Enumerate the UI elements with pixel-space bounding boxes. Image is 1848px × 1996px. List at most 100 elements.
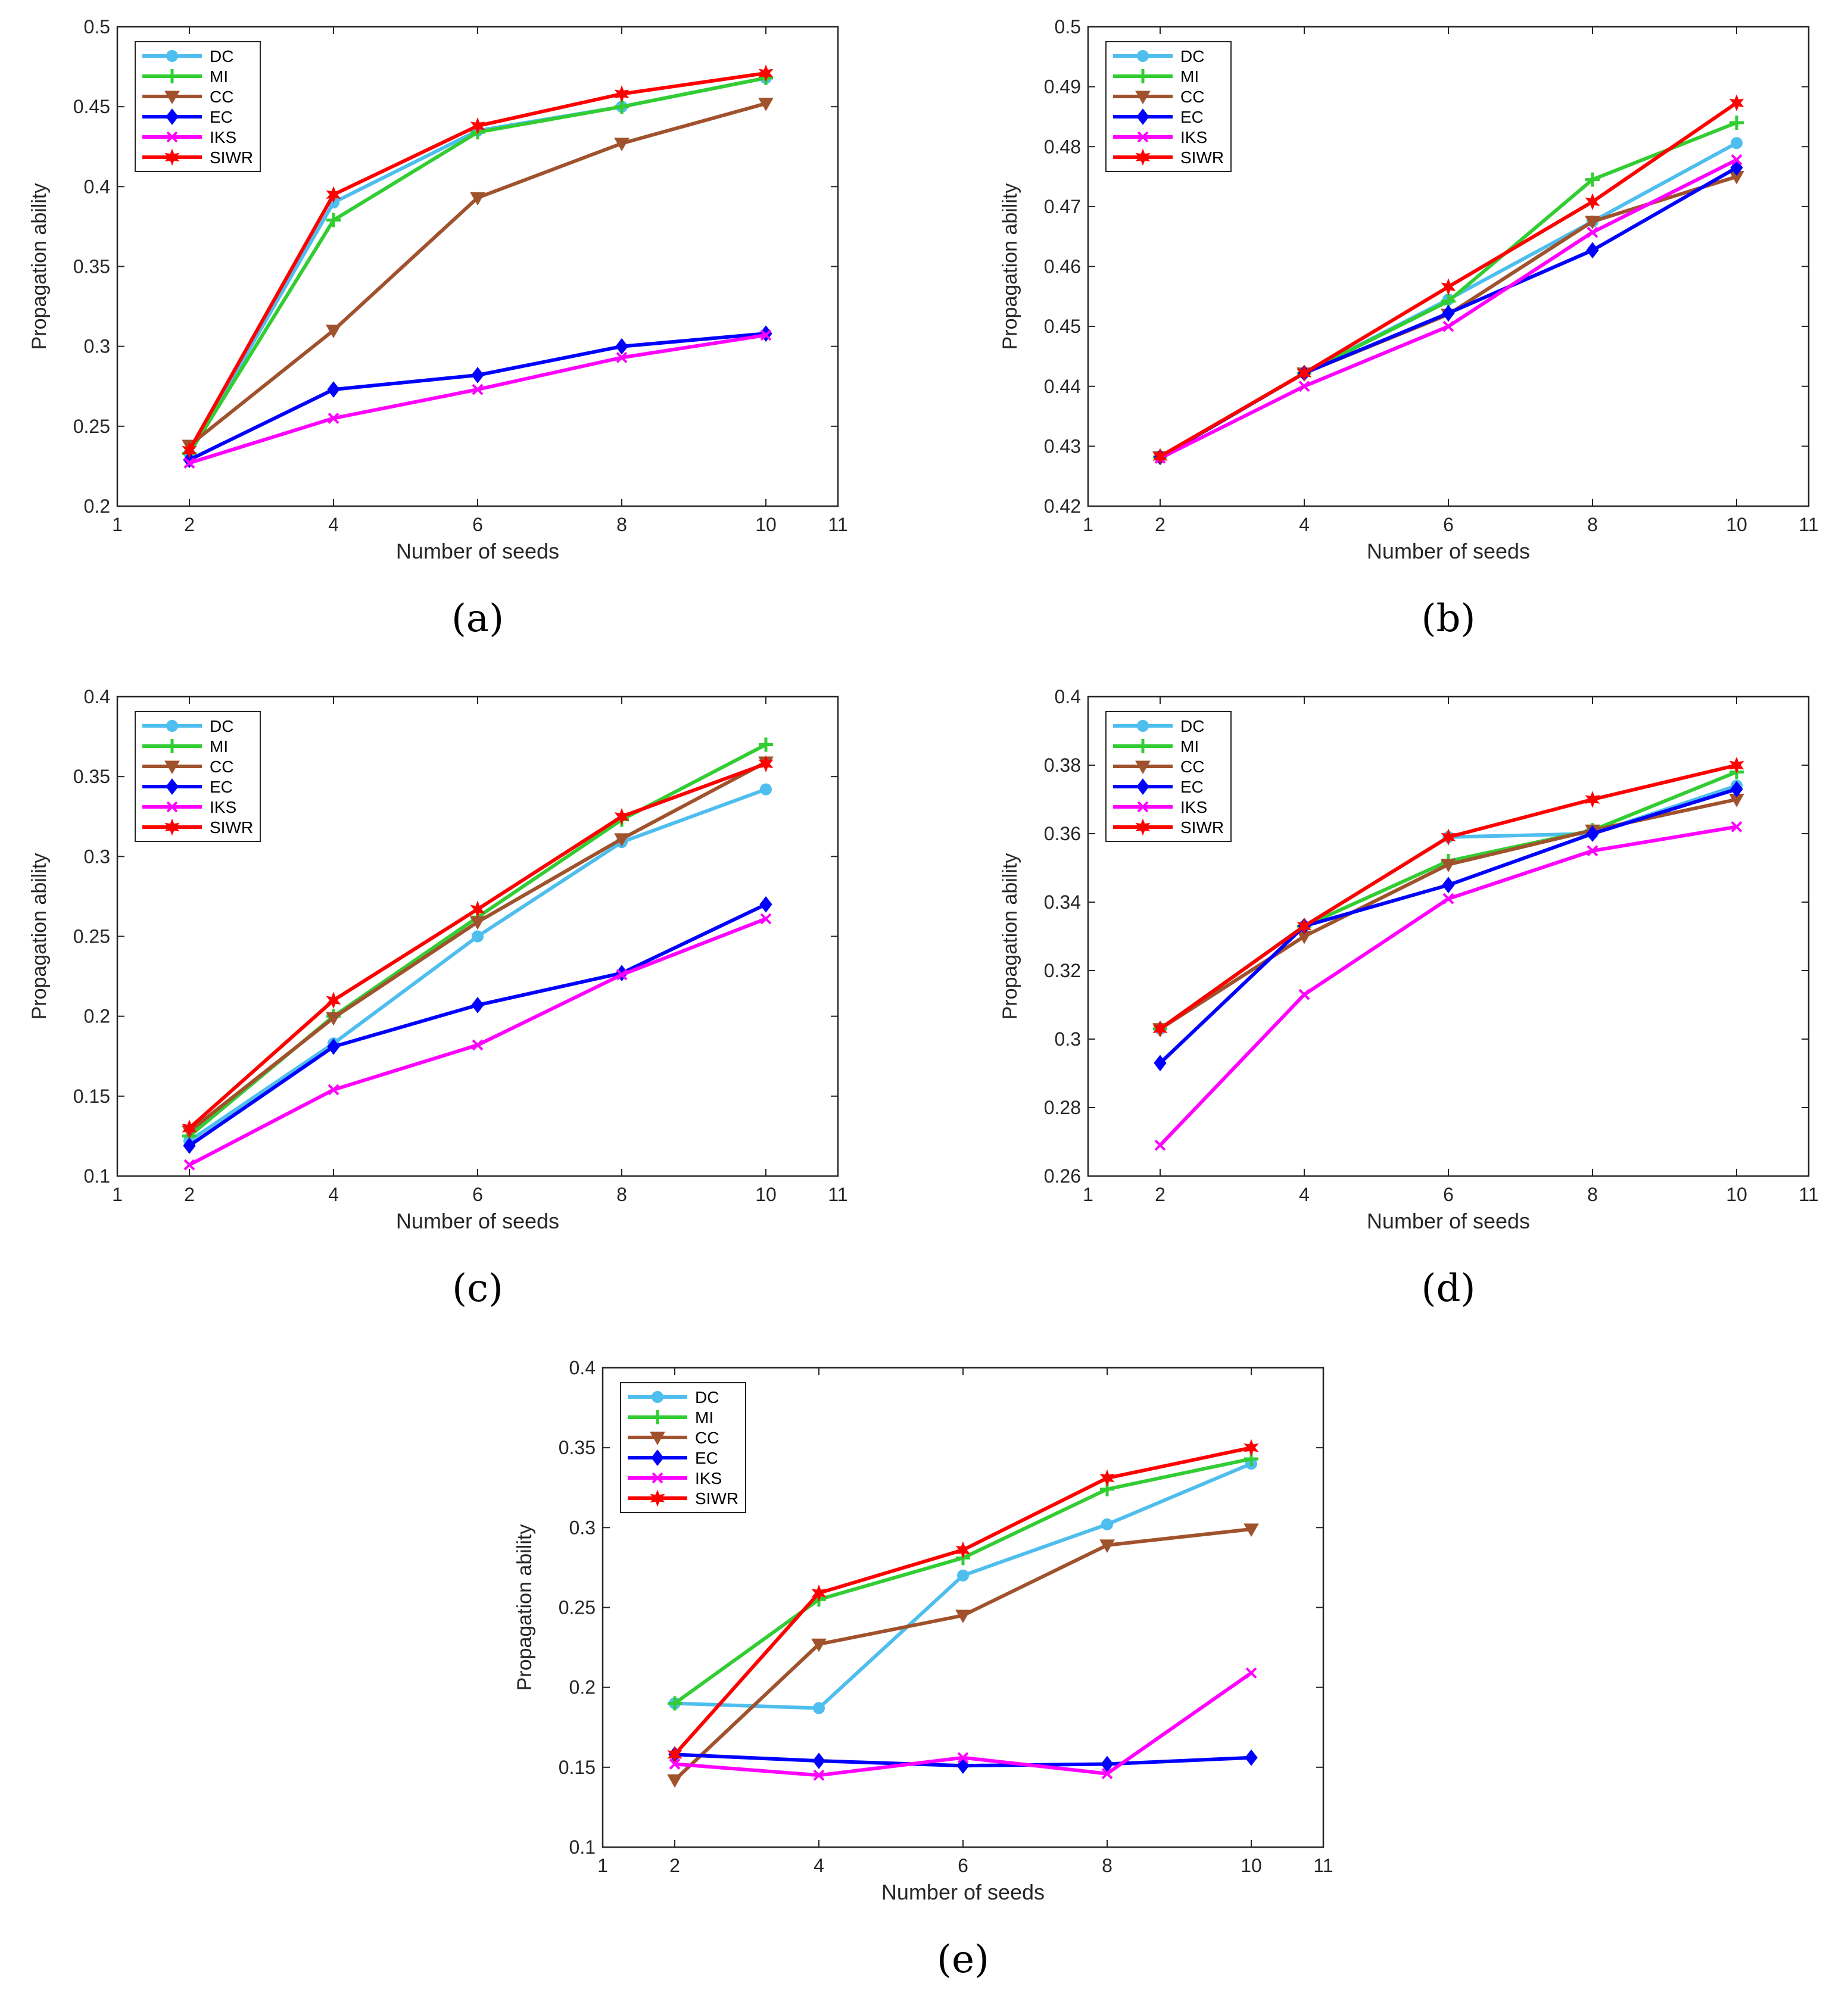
y-tick-label: 0.28	[1044, 1097, 1081, 1118]
data-point-mi	[1729, 116, 1744, 130]
y-tick-label: 0.45	[73, 96, 110, 117]
y-tick-label: 0.4	[84, 176, 110, 197]
legend-marker-dc	[166, 50, 178, 62]
x-tick-label: 11	[828, 1184, 847, 1205]
y-tick-label: 0.43	[1044, 435, 1081, 457]
legend-marker-dc	[1137, 720, 1149, 732]
y-tick-label: 0.4	[84, 686, 110, 707]
panel-label: (a)	[451, 597, 504, 641]
series-iks	[1154, 821, 1743, 1151]
legend-label-iks: IKS	[210, 128, 236, 146]
legend-label-mi: MI	[1180, 737, 1199, 756]
data-point-iks	[472, 383, 484, 395]
data-point-ec	[1154, 1055, 1167, 1072]
data-point-iks	[1245, 1667, 1257, 1679]
y-axis-label: Propagation ability	[513, 1524, 536, 1691]
legend-marker-cc	[1135, 760, 1151, 775]
data-point-ec	[471, 997, 484, 1013]
data-point-iks	[328, 413, 339, 424]
legend-label-iks: IKS	[210, 798, 236, 816]
data-point-iks	[616, 352, 628, 363]
legend-marker-iks	[166, 801, 178, 813]
x-tick-label: 8	[1587, 1184, 1598, 1205]
legend-marker-dc	[166, 720, 178, 732]
legend-marker-mi	[165, 69, 179, 83]
data-point-iks	[1587, 845, 1598, 857]
data-point-dc	[1731, 137, 1743, 149]
series-iks	[669, 1667, 1257, 1781]
x-axis-label: Number of seeds	[1367, 539, 1530, 563]
x-tick-label: 4	[1299, 514, 1310, 535]
legend-label-ec: EC	[210, 108, 233, 126]
data-point-iks	[472, 1039, 484, 1051]
x-tick-label: 8	[616, 1184, 627, 1205]
x-tick-label: 10	[755, 514, 777, 535]
y-tick-label: 0.5	[84, 16, 110, 38]
x-tick-label: 1	[1083, 514, 1093, 535]
legend-label-dc: DC	[1180, 717, 1204, 735]
y-tick-label: 0.25	[73, 926, 110, 947]
x-tick-label: 1	[1083, 1184, 1093, 1205]
legend-label-mi: MI	[695, 1408, 713, 1427]
x-tick-label: 11	[1799, 514, 1818, 535]
legend-marker-mi	[165, 739, 179, 753]
data-point-siwr	[758, 755, 774, 773]
data-point-iks	[760, 329, 772, 341]
legend-label-siwr: SIWR	[1180, 818, 1224, 837]
legend-marker-cc	[1135, 91, 1151, 105]
data-point-siwr	[1441, 828, 1456, 846]
legend-label-mi: MI	[210, 737, 228, 756]
panel-label: (e)	[937, 1938, 989, 1982]
y-tick-label: 0.1	[84, 1165, 110, 1187]
legend-label-cc: CC	[210, 88, 233, 106]
data-point-ec	[471, 367, 484, 383]
x-tick-label: 10	[1726, 1184, 1747, 1205]
data-point-iks	[1442, 320, 1454, 332]
x-tick-label: 4	[328, 1184, 339, 1205]
data-point-siwr	[614, 807, 629, 825]
chart-panel-2: 1 2 4 6 8 10 11 0.42 0.43 0.44 0.45 0.46 0.47 0.48 0.4…	[999, 16, 1819, 641]
x-tick-label: 10	[1726, 514, 1747, 535]
data-point-siwr	[1152, 448, 1168, 465]
data-point-iks	[1298, 381, 1310, 392]
data-point-cc	[1099, 1539, 1115, 1553]
y-tick-label: 0.4	[1055, 686, 1081, 707]
legend-label-ec: EC	[695, 1449, 718, 1467]
x-axis-label: Number of seeds	[396, 1209, 559, 1233]
x-tick-label: 1	[112, 514, 123, 535]
y-tick-label: 0.5	[1055, 16, 1081, 38]
legend-box	[620, 1382, 746, 1513]
x-tick-label: 4	[328, 514, 339, 535]
x-tick-label: 4	[814, 1855, 824, 1876]
legend-label-siwr: SIWR	[210, 148, 253, 167]
series-iks	[183, 329, 772, 469]
data-point-ec	[759, 896, 772, 913]
legend-label-mi: MI	[1180, 67, 1199, 86]
x-tick-label: 6	[958, 1855, 968, 1876]
data-point-iks	[1101, 1768, 1113, 1779]
legend-label-cc: CC	[1180, 88, 1204, 106]
chart-panel-4: 1 2 4 6 8 10 11 0.26 0.28 0.3 0.32 0.34 0.36 0.38 0.4 N…	[999, 686, 1819, 1311]
data-point-siwr	[1099, 1469, 1115, 1487]
y-tick-label: 0.2	[569, 1677, 596, 1698]
data-point-siwr	[1152, 1020, 1168, 1038]
data-point-siwr	[1729, 756, 1744, 774]
y-tick-label: 0.3	[84, 846, 110, 867]
y-tick-label: 0.2	[84, 495, 110, 517]
data-point-siwr	[182, 1119, 197, 1137]
data-point-siwr	[1297, 917, 1312, 935]
y-tick-label: 0.1	[569, 1836, 596, 1858]
data-point-cc	[326, 325, 341, 338]
y-tick-label: 0.45	[1044, 316, 1081, 337]
data-point-siwr	[667, 1746, 683, 1763]
legend-marker-iks	[1137, 801, 1149, 813]
x-tick-label: 6	[1443, 1184, 1454, 1205]
series-siwr	[667, 1439, 1259, 1763]
data-point-cc	[326, 1012, 341, 1026]
x-tick-label: 4	[1299, 1184, 1310, 1205]
series-iks	[1154, 154, 1743, 464]
data-point-ec	[1586, 825, 1599, 842]
legend-box	[1105, 711, 1232, 842]
